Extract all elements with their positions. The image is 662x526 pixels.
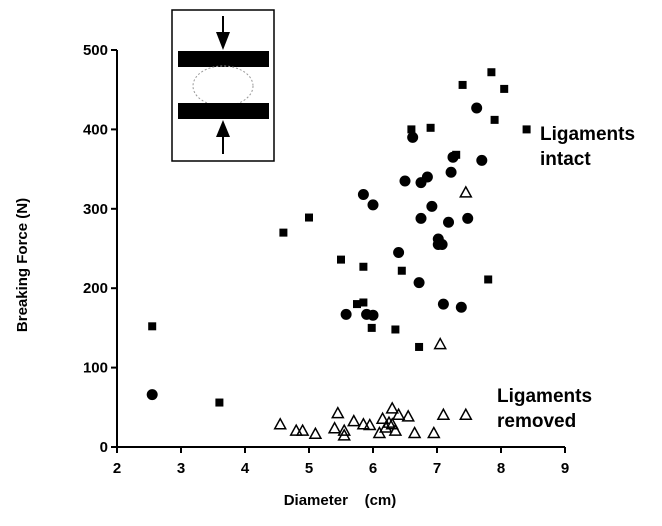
- ticks: [111, 49, 566, 453]
- circle-point: [407, 131, 419, 143]
- annotation-ligaments-intact-line-2: intact: [540, 149, 591, 170]
- y-tick-label: 400: [83, 121, 108, 138]
- square-point: [279, 228, 288, 237]
- circle-point: [426, 200, 438, 212]
- x-axis-title: Diameter (cm): [284, 492, 397, 509]
- circle-point: [340, 308, 352, 320]
- triangle-point: [388, 423, 403, 436]
- square-point: [407, 125, 416, 134]
- circle-point: [447, 151, 459, 163]
- x-tick-label: 5: [305, 460, 313, 477]
- annotation-ligaments-intact-line-1: Ligaments: [540, 124, 635, 145]
- square-point: [148, 322, 157, 331]
- annotation-ligaments-intact: Ligaments intact: [540, 124, 640, 170]
- y-tick-label: 100: [83, 360, 108, 377]
- compression-diagram-icon: [171, 9, 275, 162]
- specimen-outline: [192, 65, 254, 107]
- triangle-point: [391, 407, 406, 420]
- square-point: [426, 123, 435, 132]
- y-tick-label: 300: [83, 201, 108, 218]
- circle-point: [393, 246, 405, 258]
- circle-point: [445, 166, 457, 178]
- circle-point: [437, 298, 449, 310]
- y-tick-label: 500: [83, 42, 108, 59]
- square-point: [359, 262, 368, 271]
- circle-point: [443, 216, 455, 228]
- bottom-plate: [178, 103, 269, 119]
- triangle-point: [427, 425, 441, 439]
- circle-point: [471, 102, 483, 114]
- x-tick-label: 2: [113, 460, 121, 477]
- triangle-point: [273, 417, 287, 430]
- square-point: [391, 325, 400, 334]
- triangle-point: [337, 423, 351, 436]
- x-tick-label: 4: [241, 460, 250, 477]
- triangle-point: [363, 418, 377, 431]
- circle-point: [476, 154, 488, 166]
- square-point: [305, 213, 313, 222]
- x-tick-label: 8: [497, 460, 505, 477]
- square-point: [522, 125, 531, 134]
- circle-point: [357, 189, 369, 201]
- circle-point: [399, 175, 411, 187]
- triangle-point: [382, 415, 396, 428]
- square-point: [458, 80, 467, 89]
- square-point: [490, 115, 499, 124]
- triangle-point: [289, 423, 303, 436]
- triangle-point: [308, 426, 323, 440]
- circle-point: [146, 389, 158, 401]
- circle-point: [367, 199, 379, 211]
- triangle-point: [347, 414, 361, 427]
- square-point: [337, 255, 345, 264]
- x-tick-label: 7: [433, 460, 441, 477]
- square-point: [367, 323, 376, 332]
- triangle-point: [459, 185, 473, 198]
- y-axis-title: Breaking Force (N): [14, 198, 31, 332]
- circle-point: [436, 239, 448, 251]
- triangle-point: [327, 421, 342, 434]
- triangle-point: [407, 425, 422, 439]
- square-point: [397, 266, 406, 275]
- x-tick-label: 3: [177, 460, 185, 477]
- top-plate: [178, 51, 269, 67]
- circle-point: [462, 212, 474, 224]
- triangle-point: [375, 411, 390, 424]
- square-point: [500, 84, 509, 93]
- axes: [116, 50, 565, 448]
- x-tick-label: 6: [369, 460, 377, 477]
- triangle-point: [401, 409, 415, 422]
- square-point: [487, 68, 496, 77]
- annotation-ligaments-removed: Ligaments removed: [497, 386, 597, 432]
- square-point: [215, 398, 224, 407]
- tick-labels: 2 3 4 5 6 7 8 9 0 100 200 300 400 500: [83, 42, 569, 477]
- circle-point: [415, 212, 427, 224]
- annotation-ligaments-removed-line-2: removed: [497, 411, 576, 432]
- triangle-point: [385, 417, 399, 430]
- triangle-point: [356, 417, 371, 430]
- triangle-point: [436, 407, 451, 420]
- circle-point: [455, 301, 467, 313]
- y-tick-label: 0: [100, 439, 108, 456]
- circle-point: [413, 277, 425, 289]
- data-points: [146, 68, 531, 441]
- square-point: [415, 342, 424, 351]
- x-tick-label: 9: [561, 460, 569, 477]
- annotation-ligaments-removed-line-1: Ligaments: [497, 386, 592, 407]
- bottom-arrow-head: [216, 120, 230, 137]
- triangle-point: [433, 337, 447, 350]
- triangle-point: [331, 406, 345, 419]
- circle-point: [421, 171, 433, 183]
- square-point: [359, 298, 368, 307]
- triangle-point: [295, 423, 310, 436]
- square-point: [353, 300, 361, 309]
- square-point: [484, 275, 493, 284]
- triangle-point: [385, 401, 399, 414]
- y-tick-label: 200: [83, 280, 108, 297]
- top-arrow-head: [216, 32, 230, 50]
- circle-point: [367, 309, 379, 321]
- triangle-point: [459, 407, 473, 420]
